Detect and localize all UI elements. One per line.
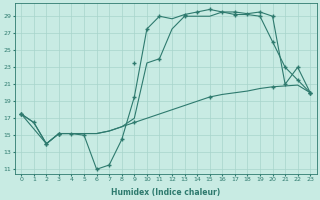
X-axis label: Humidex (Indice chaleur): Humidex (Indice chaleur) xyxy=(111,188,220,197)
